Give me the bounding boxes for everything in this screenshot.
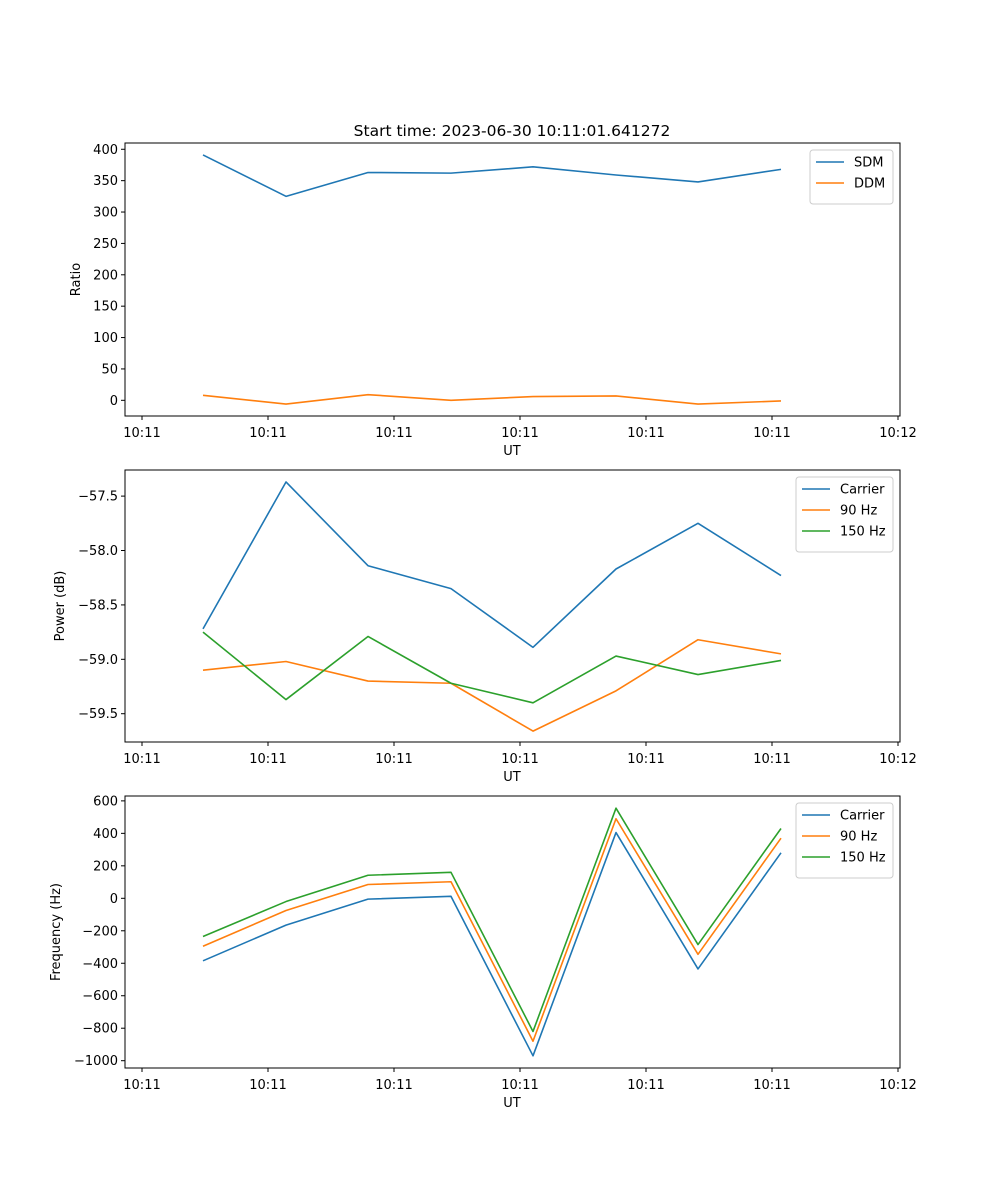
subplot-3: 10:11 10:11 10:11 10:11 10:11 10:11 10:12 −1000… — [49, 794, 917, 1111]
x-tick-label: 10:11 — [123, 426, 160, 441]
legend: SDM DDM — [809, 149, 894, 205]
x-tick-label: 10:11 — [249, 752, 286, 767]
series-line-150-hz — [202, 631, 782, 704]
series-line-150-hz — [202, 807, 782, 1033]
figure-title: Start time: 2023-06-30 10:11:01.641272 — [354, 122, 671, 140]
x-tick-label: 10:12 — [879, 426, 916, 441]
y-tick-label: −600 — [82, 989, 118, 1004]
y-tick-label: 600 — [93, 794, 118, 809]
x-tick-label: 10:11 — [501, 752, 538, 767]
y-tick-label: −59.5 — [78, 707, 118, 722]
legend-label: 90 Hz — [840, 830, 877, 845]
x-tick-label: 10:11 — [501, 426, 538, 441]
x-tick-label: 10:11 — [375, 426, 412, 441]
legend-label: Carrier — [840, 483, 885, 498]
y-tick-label: −800 — [82, 1022, 118, 1037]
x-tick-label: 10:11 — [627, 1078, 664, 1093]
y-tick-label: 250 — [93, 237, 118, 252]
y-tick-label: 0 — [110, 892, 118, 907]
legend-box — [809, 149, 894, 205]
x-axis-label: UT — [503, 1096, 521, 1111]
y-axis-label: Frequency (Hz) — [49, 883, 64, 981]
y-tick-label: 200 — [93, 859, 118, 874]
y-tick-label: 100 — [93, 331, 118, 346]
legend-label: 150 Hz — [840, 851, 886, 866]
axes-frame — [124, 469, 901, 743]
legend-box — [795, 802, 894, 879]
series-line-carrier — [202, 831, 782, 1057]
y-tick-label: 300 — [93, 206, 118, 221]
legend: Carrier 90 Hz 150 Hz — [795, 802, 894, 879]
y-tick-label: 0 — [110, 394, 118, 409]
series-line-90-hz — [202, 817, 782, 1043]
x-tick-label: 10:11 — [249, 426, 286, 441]
subplot-1: 10:11 10:11 10:11 10:11 10:11 10:11 10:12 0 50 10… — [69, 142, 917, 459]
x-tick-label: 10:11 — [123, 752, 160, 767]
x-axis-label: UT — [503, 444, 521, 459]
x-tick-label: 10:11 — [375, 752, 412, 767]
legend-label: 150 Hz — [840, 525, 886, 540]
y-tick-label: −200 — [82, 924, 118, 939]
series-line-carrier — [202, 481, 782, 649]
x-tick-label: 10:11 — [627, 426, 664, 441]
y-tick-label: −1000 — [74, 1054, 118, 1069]
x-tick-label: 10:11 — [375, 1078, 412, 1093]
y-tick-label: 200 — [93, 268, 118, 283]
legend-label: Carrier — [840, 809, 885, 824]
axes-frame — [124, 142, 901, 417]
y-axis-label: Ratio — [69, 263, 84, 296]
series-line-ddm — [202, 393, 782, 405]
legend-label: DDM — [854, 177, 885, 192]
x-tick-label: 10:11 — [249, 1078, 286, 1093]
x-tick-label: 10:11 — [627, 752, 664, 767]
legend-label: SDM — [854, 156, 883, 171]
y-tick-label: 400 — [93, 143, 118, 158]
axes-frame — [124, 795, 901, 1069]
y-tick-label: −59.0 — [78, 653, 118, 668]
legend-box — [795, 476, 894, 553]
x-axis-label: UT — [503, 770, 521, 785]
y-tick-label: −58.5 — [78, 598, 118, 613]
legend: Carrier 90 Hz 150 Hz — [795, 476, 894, 553]
x-tick-label: 10:12 — [879, 752, 916, 767]
x-tick-label: 10:11 — [123, 1078, 160, 1093]
y-tick-label: 50 — [101, 362, 118, 377]
x-tick-label: 10:11 — [753, 752, 790, 767]
series-line-sdm — [202, 154, 782, 198]
y-tick-label: 400 — [93, 827, 118, 842]
y-tick-label: −57.5 — [78, 490, 118, 505]
legend-label: 90 Hz — [840, 504, 877, 519]
y-tick-label: 150 — [93, 300, 118, 315]
y-tick-label: −400 — [82, 957, 118, 972]
panels: 10:11 10:11 10:11 10:11 10:11 10:11 10:12 0 50 10… — [49, 142, 917, 1111]
y-axis-label: Power (dB) — [53, 571, 68, 642]
subplot-2: 10:11 10:11 10:11 10:11 10:11 10:11 10:12 −59.5… — [53, 469, 917, 785]
x-tick-label: 10:12 — [879, 1078, 916, 1093]
y-tick-label: −58.0 — [78, 544, 118, 559]
x-tick-label: 10:11 — [501, 1078, 538, 1093]
x-tick-label: 10:11 — [753, 426, 790, 441]
y-tick-label: 350 — [93, 174, 118, 189]
x-tick-label: 10:11 — [753, 1078, 790, 1093]
series-line-90-hz — [202, 638, 782, 732]
